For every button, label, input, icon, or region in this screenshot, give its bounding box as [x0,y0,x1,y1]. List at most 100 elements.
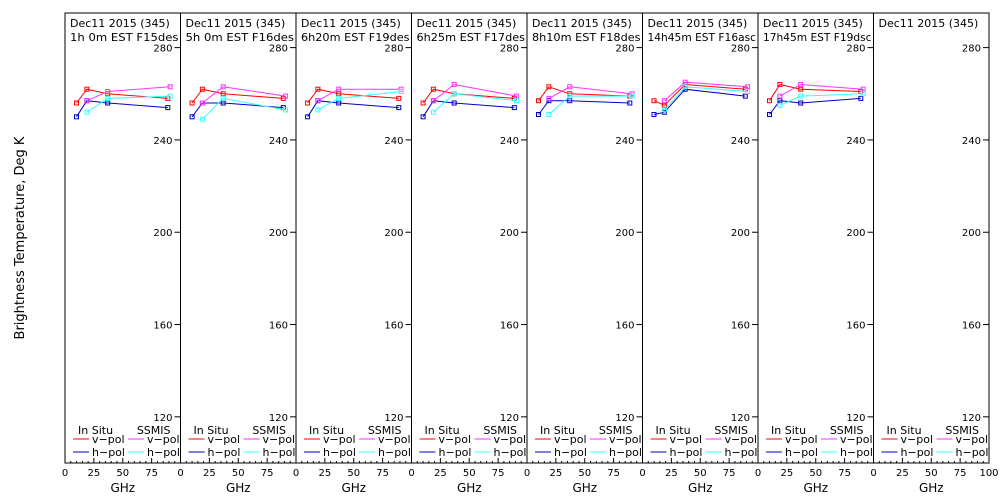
y-tick-label: 120 [153,413,172,424]
y-tick-label: 160 [384,321,403,332]
data-point [661,102,667,108]
legend-label: v−pol [725,433,758,446]
data-point [74,114,79,120]
data-point [546,95,552,101]
y-tick-label: 240 [846,136,865,147]
x-tick-label: 25 [203,468,216,479]
panel-4: Dec11 2015 (345)6h25m EST F17des 120 160 20… [408,12,528,495]
y-tick-label: 240 [500,136,519,147]
series-line [191,102,284,118]
data-point [536,112,541,117]
series-line [307,100,399,118]
series-line [422,88,515,104]
panel-title-date: Dec11 2015 (345) [417,17,517,30]
data-point [430,86,436,92]
data-point [546,112,552,117]
y-tick-label: 240 [962,136,981,147]
panel-title-time: 17h45m EST F19dsc [763,31,872,44]
x-tick-label: 50 [232,468,245,479]
legend-label: h−pol [956,446,989,459]
x-axis-label: GHz [341,481,366,495]
legend-label: h−pol [670,446,703,459]
legend-insitu-title: In Situ [309,424,344,437]
legend-label: v−pol [554,433,587,446]
y-tick-label: 280 [500,44,519,55]
data-point [745,89,751,94]
data-point [199,116,205,122]
y-tick-label: 120 [846,413,865,424]
panel-title-time: 6h20m EST F19des [301,31,410,44]
series-line [86,86,171,102]
data-point [189,100,195,106]
data-point [682,79,688,85]
legend-label: h−pol [725,446,758,459]
panel-3: Dec11 2015 (345)6h20m EST F19des 120 160 20… [293,12,412,495]
y-tick-label: 160 [731,321,750,332]
panels-group: Dec11 2015 (345) 1h 0m EST F15des 120 160 20… [62,12,999,495]
legend-label: v−pol [494,433,527,446]
x-tick-label: 0 [639,468,645,479]
panel-title-date: Dec11 2015 (345) [532,17,632,30]
x-tick-label: 50 [925,468,938,479]
panel-title-time: 8h10m EST F18des [532,31,641,44]
data-point [305,114,311,120]
legend-ssmis-title: SSMIS [483,424,517,437]
y-tick-label: 240 [153,136,172,147]
series-line [202,86,286,104]
y-tick-label: 200 [615,228,634,239]
data-point [567,98,573,104]
series-line [548,86,633,99]
data-point [420,100,426,106]
panel-7: Dec11 2015 (345)17h45m EST F19dsc 120 160 2… [755,12,874,495]
legend-label: h−pol [901,446,934,459]
data-point [305,100,311,106]
x-tick-label: 25 [665,468,678,479]
data-point [283,107,289,113]
x-tick-label: 50 [116,468,129,479]
panel-title-date: Dec11 2015 (345) [648,17,748,30]
y-tick-label: 160 [615,321,634,332]
y-tick-label: 200 [962,228,981,239]
y-tick-label: 120 [962,413,981,424]
data-point [315,107,321,113]
legend-label: v−pol [323,433,356,446]
y-tick-label: 200 [846,228,865,239]
data-point [682,84,688,90]
x-tick-label: 50 [809,468,822,479]
data-point [220,91,226,97]
data-point [84,109,90,115]
legend-insitu-title: In Situ [540,424,575,437]
x-tick-label: 100 [979,468,998,479]
legend-label: h−pol [208,446,241,459]
x-tick-label: 25 [550,468,563,479]
legend-insitu-title: In Situ [78,424,113,437]
data-point [536,98,541,104]
series-line [86,95,171,113]
data-point [777,93,783,99]
data-point [742,93,748,99]
legend-label: h−pol [609,446,642,459]
x-axis-label: GHz [457,481,482,495]
panel-title-time: 1h 0m EST F15des [70,31,179,44]
y-tick-label: 120 [269,413,288,424]
legend-insitu-title: In Situ [425,424,460,437]
data-point [398,89,404,94]
series-line [779,93,864,106]
legend-ssmis-title: SSMIS [599,424,633,437]
x-tick-label: 75 [376,468,389,479]
y-tick-label: 120 [615,413,634,424]
x-axis-label: GHz [688,481,713,495]
data-point [220,100,226,106]
data-point [798,100,804,106]
data-point [767,98,772,104]
panel-title-date: Dec11 2015 (345) [186,17,286,30]
x-tick-label: 75 [838,468,851,479]
data-point [451,100,457,106]
data-point [336,91,342,97]
data-point [430,98,436,104]
legend-label: h−pol [785,446,818,459]
data-point [858,95,864,101]
x-tick-label: 50 [578,468,591,479]
data-point [396,95,402,101]
